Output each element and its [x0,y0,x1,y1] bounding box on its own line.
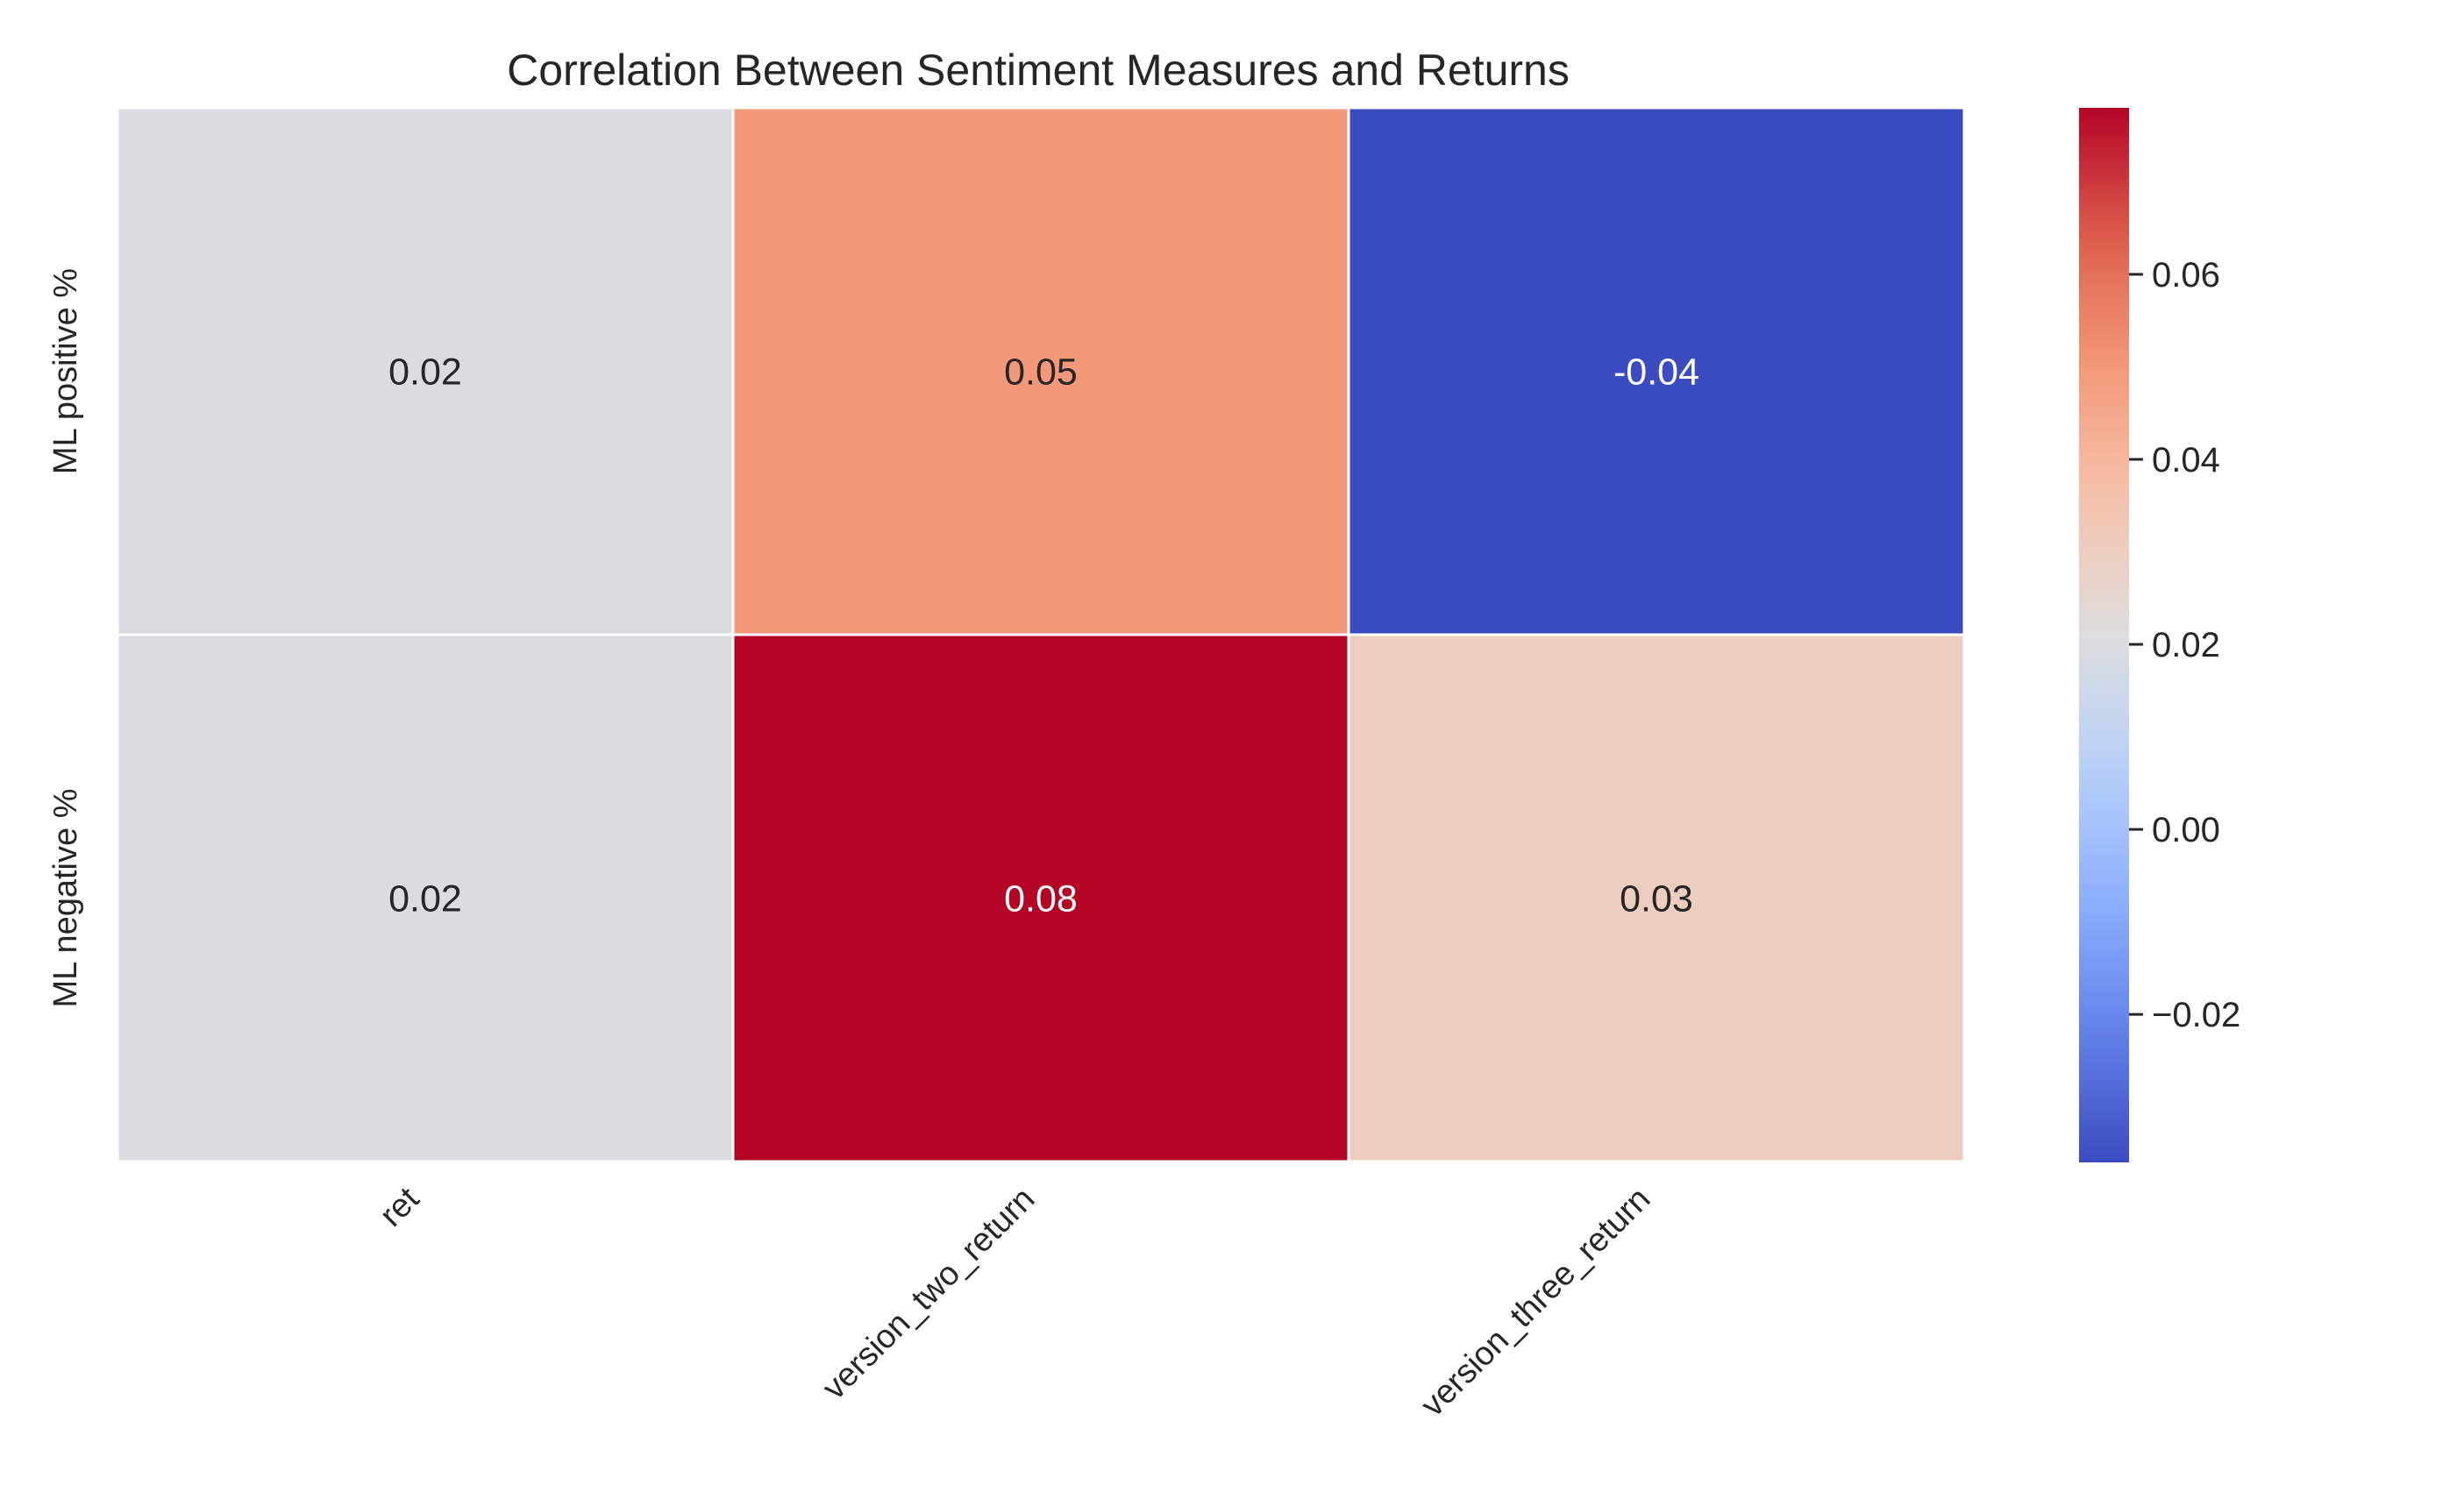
heatmap-cell [731,633,1350,1163]
colorbar-gradient [2079,108,2129,1162]
heatmap-cell [116,633,735,1163]
colorbar-tick-label: 0.04 [2152,441,2220,480]
y-tick-label: ML positive % [47,268,84,474]
cell-value-label: 0.08 [1004,878,1078,920]
y-tick-label: ML negative % [47,789,84,1008]
x-tick-label: version_two_return [815,1181,1042,1407]
heatmap-cell [731,106,1350,636]
cell-value-label: 0.02 [388,352,462,394]
cell-value-label: 0.02 [388,878,462,920]
colorbar-tick-label: 0.00 [2152,811,2220,849]
cell-value-label: -0.04 [1613,352,1699,394]
chart-title: Correlation Between Sentiment Measures a… [507,46,1570,95]
x-tick-label: ret [373,1180,426,1233]
colorbar: −0.02 0.00 0.02 0.04 0.06 [2079,108,2240,1162]
x-axis-labels: ret version_two_return version_three_retur… [373,1180,1657,1424]
colorbar-tick-label: 0.06 [2152,256,2220,295]
cell-value-label: 0.03 [1620,878,1693,920]
heatmap-cell [116,106,735,636]
x-tick-label: version_three_return [1414,1181,1658,1425]
y-axis-labels: ML positive % ML negative % [47,268,84,1008]
cell-value-label: 0.05 [1004,352,1078,394]
heatmap-cell [1347,106,1966,636]
heatmap-cell [1347,633,1966,1163]
heatmap-cells: 0.02 0.05 -0.04 0.02 0.08 0.03 [116,106,1966,1163]
colorbar-tick-label: 0.02 [2152,626,2220,664]
colorbar-tick-label: −0.02 [2152,996,2240,1034]
